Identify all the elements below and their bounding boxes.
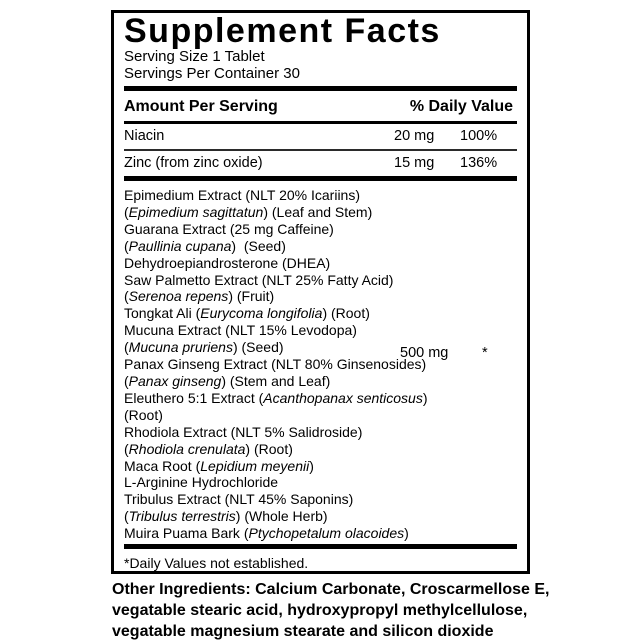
ingredient-text: ( [124, 508, 129, 525]
ingredient-text: ) (Stem and Leaf) [221, 372, 331, 389]
blend-ingredient-line: Saw Palmetto Extract (NLT 25% Fatty Acid… [124, 272, 517, 289]
latin-name: Paullinia cupana [128, 237, 232, 254]
latin-name: Tribulus terrestris [128, 508, 236, 525]
blend-ingredient-line: Muira Puama Bark (Ptychopetalum olacoide… [124, 525, 517, 542]
latin-name: Rhodiola crenulata [128, 440, 246, 457]
ingredient-text: Guarana Extract (25 mg Caffeine) [124, 220, 334, 237]
blend-ingredient-line: Epimedium Extract (NLT 20% Icariins) [124, 187, 517, 204]
latin-name: Ptychopetalum olacoides [248, 525, 405, 542]
ingredient-text: Muira Puama Bark ( [124, 525, 249, 542]
ingredient-text: ) (Seed) [232, 339, 284, 356]
botanical-blend-section: Epimedium Extract (NLT 20% Icariins) (Epi… [124, 181, 517, 544]
table-header-row: Amount Per Serving % Daily Value [124, 91, 517, 121]
ingredient-text: ) (Seed) [231, 237, 286, 254]
blend-ingredient-line: L-Arginine Hydrochloride [124, 474, 517, 491]
supplement-facts-panel: Supplement Facts Serving Size 1 Tablet S… [111, 10, 530, 574]
serving-size: Serving Size 1 Tablet [124, 48, 265, 65]
divider-medium [124, 121, 517, 124]
blend-ingredient-line: (Paullinia cupana) (Seed) [124, 238, 517, 255]
blend-ingredient-line: (Serenoa repens) (Fruit) [124, 288, 517, 305]
nutrient-name: Zinc (from zinc oxide) [124, 155, 263, 171]
blend-ingredient-line: Tribulus Extract (NLT 45% Saponins) [124, 491, 517, 508]
other-ingredients-text: Other Ingredients: Calcium Carbonate, Cr… [112, 581, 550, 640]
ingredient-text: ( [124, 237, 129, 254]
ingredient-text: Eleuthero 5:1 Extract ( [124, 389, 264, 406]
blend-ingredient-line: (Panax ginseng) (Stem and Leaf) [124, 373, 517, 390]
ingredient-text: ) (Fruit) [228, 288, 275, 305]
blend-ingredient-line: Panax Ginseng Extract (NLT 80% Ginsenosi… [124, 356, 517, 373]
ingredient-text: Rhodiola Extract (NLT 5% Salidroside) [124, 423, 363, 440]
ingredient-text: ( [124, 440, 129, 457]
ingredient-text: Epimedium Extract (NLT 20% Icariins) [124, 187, 360, 203]
ingredient-text: ( [124, 339, 129, 356]
nutrient-amount: 20 mg [394, 128, 435, 144]
divider-thick [124, 176, 517, 181]
ingredient-text: Tribulus Extract (NLT 45% Saponins) [124, 491, 354, 508]
blend-ingredient-line: Mucuna Extract (NLT 15% Levodopa) [124, 322, 517, 339]
divider-thick [124, 86, 517, 91]
ingredient-text: ) (Root) [322, 305, 370, 322]
blend-ingredient-line: Eleuthero 5:1 Extract (Acanthopanax sent… [124, 390, 517, 407]
ingredient-text: ) (Leaf and Stem) [263, 203, 373, 220]
servings-per-container: Servings Per Container 30 [124, 65, 300, 82]
latin-name: Lepidium meyenii [200, 457, 310, 474]
blend-ingredient-line: Dehydroepiandrosterone (DHEA) [124, 255, 517, 272]
latin-name: Serenoa repens [128, 288, 229, 305]
ingredient-text: ) [309, 457, 314, 474]
blend-ingredient-line: (Root) [124, 407, 517, 424]
column-header-amount-per-serving: Amount Per Serving [124, 98, 278, 115]
latin-name: Acanthopanax senticosus [263, 389, 423, 406]
ingredient-text: Maca Root ( [124, 457, 201, 474]
botanical-blend-lines: Epimedium Extract (NLT 20% Icariins) (Epi… [124, 187, 517, 542]
latin-name: Mucuna pruriens [128, 339, 233, 356]
ingredient-text: ( [124, 372, 129, 389]
ingredient-text: Saw Palmetto Extract (NLT 25% Fatty Acid… [124, 271, 394, 288]
ingredient-text: ( [124, 288, 129, 305]
blend-ingredient-line: Tongkat Ali (Eurycoma longifolia) (Root) [124, 305, 517, 322]
ingredient-text: ) (Root) [245, 440, 293, 457]
blend-ingredient-line: (Mucuna pruriens) (Seed) [124, 339, 517, 356]
blend-ingredient-line: Guarana Extract (25 mg Caffeine) [124, 221, 517, 238]
ingredient-text: Tongkat Ali ( [124, 305, 201, 322]
blend-ingredient-line: Maca Root (Lepidium meyenii) [124, 458, 517, 475]
ingredient-text: ) [422, 389, 428, 406]
blend-ingredient-line: (Rhodiola crenulata) (Root) [124, 441, 517, 458]
nutrient-row: Zinc (from zinc oxide) 15 mg 136% [124, 149, 517, 176]
ingredient-text: ( [124, 203, 129, 220]
nutrient-daily-value: 136% [460, 155, 498, 171]
nutrient-name: Niacin [124, 128, 165, 144]
nutrient-daily-value: 100% [460, 128, 498, 144]
divider-thick [124, 544, 517, 550]
ingredient-text: Panax Ginseng Extract (NLT 80% Ginsenosi… [124, 356, 427, 373]
blend-ingredient-line: (Epimedium sagittatun) (Leaf and Stem) [124, 204, 517, 221]
latin-name: Panax ginseng [128, 372, 222, 389]
blend-ingredient-line: Rhodiola Extract (NLT 5% Salidroside) [124, 424, 517, 441]
ingredient-text: (Root) [124, 406, 163, 423]
column-header-daily-value: % Daily Value [409, 98, 513, 115]
ingredient-text: Dehydroepiandrosterone (DHEA) [124, 254, 331, 271]
nutrient-row: Niacin 20 mg 100% [124, 124, 517, 149]
ingredient-text: Mucuna Extract (NLT 15% Levodopa) [124, 322, 357, 339]
ingredient-text: ) [404, 525, 409, 542]
ingredient-text: ) (Whole Herb) [235, 508, 328, 525]
blend-ingredient-line: (Tribulus terrestris) (Whole Herb) [124, 508, 517, 525]
nutrient-amount: 15 mg [394, 155, 435, 171]
blend-daily-value-asterisk: * [482, 345, 488, 361]
blend-amount-value: 500 mg [400, 345, 449, 361]
daily-value-footnote: *Daily Values not established. [124, 555, 309, 572]
latin-name: Epimedium sagittatun [128, 203, 264, 220]
panel-title: Supplement Facts [124, 12, 441, 50]
latin-name: Eurycoma longifolia [200, 305, 323, 322]
ingredient-text: L-Arginine Hydrochloride [124, 474, 279, 491]
nutrient-rows: Niacin 20 mg 100% Zinc (from zinc oxide) 15 … [124, 124, 517, 176]
